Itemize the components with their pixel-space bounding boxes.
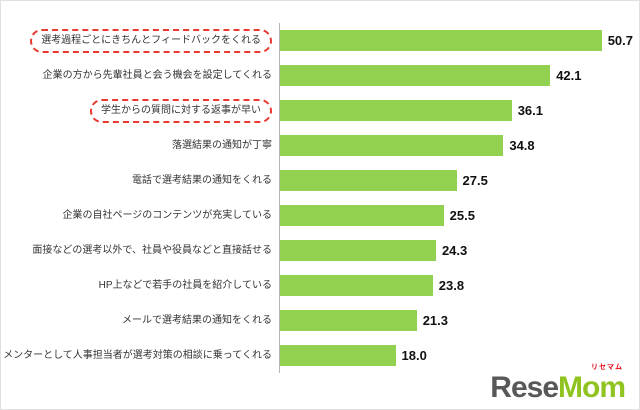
chart-row: 落選結果の通知が丁寧 34.8 xyxy=(7,128,633,163)
chart-row: HP上などで若手の社員を紹介している 23.8 xyxy=(7,268,633,303)
chart-row: 企業の自社ページのコンテンツが充実している 25.5 xyxy=(7,198,633,233)
bar-value: 18.0 xyxy=(401,348,427,363)
chart-row: 電話で選考結果の通知をくれる 27.5 xyxy=(7,163,633,198)
bar-track: 36.1 xyxy=(279,93,633,128)
bar xyxy=(280,100,512,121)
bar xyxy=(280,135,504,156)
logo-text-left: Rese xyxy=(490,371,559,404)
bar-track: 21.3 xyxy=(279,303,633,338)
chart-rows: 選考過程ごとにきちんとフィードバックをくれる 50.7 企業の方から先輩社員と会う機… xyxy=(3,23,633,373)
chart-row: 学生からの質問に対する返事が早い 36.1 xyxy=(7,93,633,128)
bar xyxy=(280,170,457,191)
bar-label-cell: 落選結果の通知が丁寧 xyxy=(7,140,279,152)
bar xyxy=(280,65,551,86)
bar xyxy=(280,345,396,366)
bar-track: 18.0 xyxy=(279,338,633,373)
bar-label: 電話で選考結果の通知をくれる xyxy=(132,174,272,186)
bar-value: 34.8 xyxy=(509,138,535,153)
bar-track: 24.3 xyxy=(279,233,633,268)
bar-label-cell: 企業の自社ページのコンテンツが充実している xyxy=(7,210,279,222)
bar-label: 企業の自社ページのコンテンツが充実している xyxy=(62,209,273,221)
bar-value: 36.1 xyxy=(517,103,543,118)
resemom-logo: リセマム ReseMom xyxy=(490,364,626,404)
bar-label: メンターとして人事担当者が選考対策の相談に乗ってくれる xyxy=(3,349,272,361)
bar-value: 21.3 xyxy=(422,313,449,328)
bar xyxy=(280,205,444,226)
chart-row: 選考過程ごとにきちんとフィードバックをくれる 50.7 xyxy=(7,23,633,58)
bar-label: 面接などの選考以外で、社員や役員などと直接話せる xyxy=(32,244,272,256)
bar-track: 50.7 xyxy=(279,23,633,58)
bar xyxy=(280,275,433,296)
bar xyxy=(280,30,602,51)
bar-track: 23.8 xyxy=(279,268,633,303)
bar-label-cell: メールで選考結果の通知をくれる xyxy=(7,315,279,327)
bar-value: 23.8 xyxy=(438,278,465,293)
bar-track: 25.5 xyxy=(279,198,633,233)
bar-label: HP上などで若手の社員を紹介している xyxy=(98,279,272,291)
chart-row: メンターとして人事担当者が選考対策の相談に乗ってくれる 18.0 xyxy=(3,338,633,373)
bar-label-cell: 電話で選考結果の通知をくれる xyxy=(7,175,279,187)
bar xyxy=(280,240,436,261)
chart-row: 企業の方から先輩社員と会う機会を設定してくれる 42.1 xyxy=(7,58,633,93)
bar-label: 落選結果の通知が丁寧 xyxy=(172,139,272,151)
bar-value: 27.5 xyxy=(462,173,488,188)
bar-track: 27.5 xyxy=(279,163,633,198)
bar-label-cell: 面接などの選考以外で、社員や役員などと直接話せる xyxy=(7,245,279,257)
bar-value: 42.1 xyxy=(556,68,582,83)
bar-value: 25.5 xyxy=(449,208,475,223)
logo-ruby-text: リセマム xyxy=(591,364,623,371)
bar-label-cell: 選考過程ごとにきちんとフィードバックをくれる xyxy=(7,28,279,53)
bar-value: 50.7 xyxy=(607,33,633,48)
bar-label-highlighted: 学生からの質問に対する返事が早い xyxy=(90,98,272,123)
bar-value: 24.3 xyxy=(441,243,468,258)
bar-track: 34.8 xyxy=(279,128,633,163)
chart-row: メールで選考結果の通知をくれる 21.3 xyxy=(7,303,633,338)
bar-chart: 選考過程ごとにきちんとフィードバックをくれる 50.7 企業の方から先輩社員と会う機… xyxy=(3,23,633,373)
bar-track: 42.1 xyxy=(279,58,633,93)
bar-label-cell: メンターとして人事担当者が選考対策の相談に乗ってくれる xyxy=(3,350,279,362)
bar-label: 企業の方から先輩社員と会う機会を設定してくれる xyxy=(42,69,272,81)
bar-label-cell: 学生からの質問に対する返事が早い xyxy=(7,98,279,123)
bar-label: メールで選考結果の通知をくれる xyxy=(122,314,272,326)
bar xyxy=(280,310,417,331)
bar-label-cell: 企業の方から先輩社員と会う機会を設定してくれる xyxy=(7,70,279,82)
logo-text-right: Mom xyxy=(558,371,626,404)
bar-label-highlighted: 選考過程ごとにきちんとフィードバックをくれる xyxy=(30,28,272,53)
chart-row: 面接などの選考以外で、社員や役員などと直接話せる 24.3 xyxy=(7,233,633,268)
bar-label-cell: HP上などで若手の社員を紹介している xyxy=(7,280,279,292)
